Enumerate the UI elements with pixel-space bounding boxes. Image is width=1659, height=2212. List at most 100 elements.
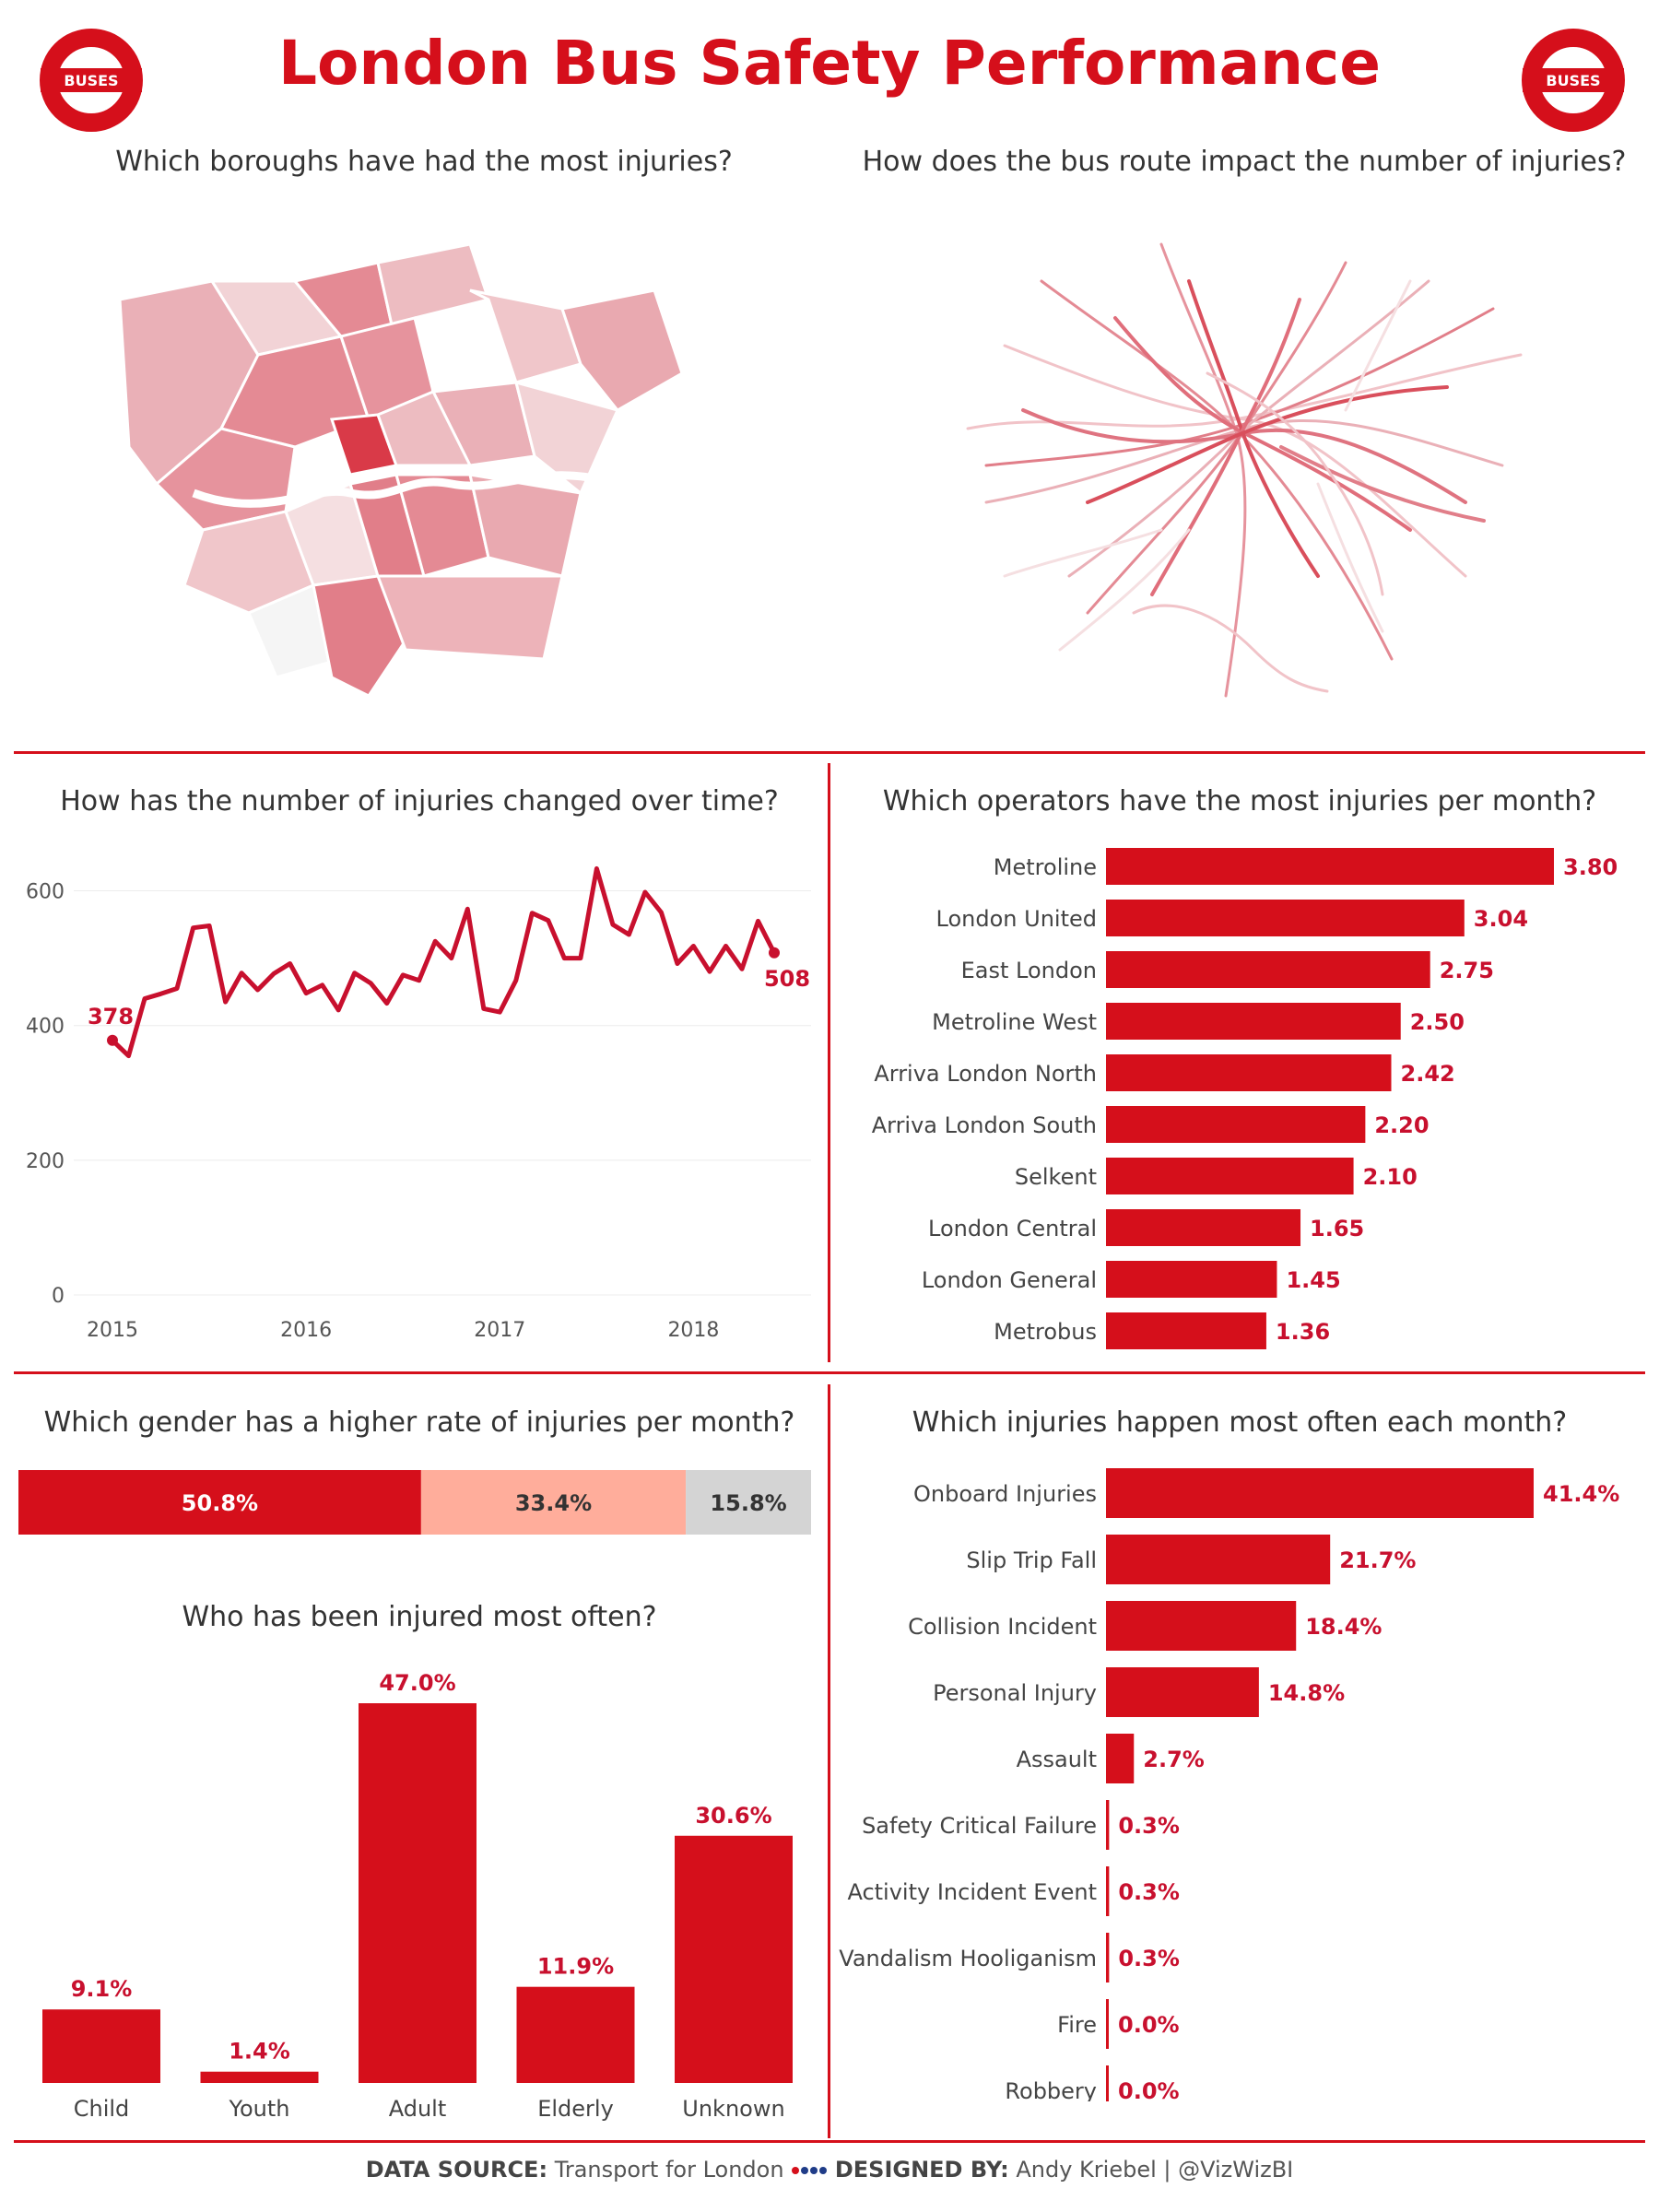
annotation-point[interactable]	[769, 947, 780, 959]
bar[interactable]	[1106, 1106, 1366, 1143]
gender-segment-label: 33.4%	[515, 1490, 592, 1516]
borough-croydon[interactable]	[312, 574, 407, 698]
bar[interactable]	[42, 2009, 160, 2083]
logo-text-right: BUSES	[1546, 72, 1600, 89]
annotation-point[interactable]	[107, 1034, 118, 1046]
bar-value-label: 0.3%	[1118, 1946, 1180, 1971]
x-tick-label: 2017	[474, 1319, 525, 1342]
bar[interactable]	[1106, 848, 1554, 885]
y-tick-label: 400	[26, 1016, 65, 1039]
bar-value-label: 1.4%	[229, 2039, 290, 2065]
bar-value-label: 1.45	[1286, 1267, 1340, 1293]
gender-segment[interactable]	[686, 1470, 811, 1535]
bar[interactable]	[1106, 1800, 1110, 1850]
bar[interactable]	[1106, 1535, 1331, 1584]
source-value[interactable]: Transport for London	[554, 2157, 784, 2183]
borough-havering[interactable]	[560, 288, 684, 412]
category-label: Slip Trip Fall	[966, 1547, 1097, 1573]
category-label: Adult	[389, 2096, 447, 2122]
bar-value-label: 2.10	[1363, 1164, 1418, 1190]
bar[interactable]	[1106, 951, 1430, 988]
bar-value-label: 1.36	[1276, 1319, 1330, 1345]
section-divider-2	[14, 1371, 1645, 1374]
page-title: London Bus Safety Performance	[277, 28, 1382, 99]
injury-types-bar-chart[interactable]: Onboard Injuries 41.4% Slip Trip Fall 21.7%…	[830, 1456, 1659, 2101]
bar[interactable]	[359, 1703, 477, 2083]
injuries-line-chart[interactable]: 0 200 400 600 2015 2016 2017 2018 378 508	[0, 830, 820, 1355]
bar[interactable]	[675, 1835, 793, 2083]
bar[interactable]	[1106, 1601, 1297, 1651]
bar[interactable]	[1106, 2065, 1109, 2101]
bar[interactable]	[1106, 900, 1465, 936]
borough-waltham-forest[interactable]	[469, 288, 582, 384]
category-label: Elderly	[537, 2096, 614, 2122]
borough-map[interactable]	[101, 217, 691, 714]
bar[interactable]	[1106, 1261, 1277, 1298]
gender-question: Which gender has a higher rate of injuri…	[43, 1406, 795, 1439]
bar-value-label: 11.9%	[537, 1954, 614, 1980]
age-bar-chart[interactable]: 9.1% Child 1.4% Youth 47.0% Adult 11.9% Elderly…	[0, 1659, 820, 2138]
category-label: Personal Injury	[933, 1680, 1097, 1706]
category-label: Activity Incident Event	[847, 1879, 1097, 1905]
bar-value-label: 18.4%	[1305, 1614, 1382, 1640]
category-label: Robbery	[1005, 2078, 1097, 2101]
category-label: Metroline West	[932, 1009, 1097, 1035]
age-question: Who has been injured most often?	[182, 1601, 657, 1633]
category-label: London Central	[928, 1216, 1097, 1241]
borough-bromley[interactable]	[375, 574, 564, 661]
bar[interactable]	[1106, 1866, 1110, 1916]
borough-city[interactable]	[376, 390, 473, 467]
annotation-label: 508	[764, 966, 810, 992]
bar-value-label: 9.1%	[71, 1976, 133, 2002]
x-tick-label: 2018	[667, 1319, 719, 1342]
bar-value-label: 41.4%	[1543, 1481, 1619, 1507]
bar[interactable]	[1106, 1667, 1259, 1717]
bar[interactable]	[516, 1986, 635, 2083]
bar-value-label: 0.3%	[1118, 1879, 1180, 1905]
bar-value-label: 2.42	[1401, 1061, 1455, 1087]
separator-dots-icon	[791, 2157, 828, 2183]
bar[interactable]	[1106, 1999, 1109, 2049]
y-tick-label: 600	[26, 881, 65, 904]
series-line[interactable]	[111, 865, 777, 1059]
category-label: London General	[922, 1267, 1097, 1293]
category-label: East London	[961, 958, 1097, 983]
gender-stacked-bar[interactable]: 50.8% 33.4% 15.8%	[18, 1470, 811, 1535]
buses-roundel-icon-left: BUSES	[40, 29, 143, 132]
source-label: DATA SOURCE:	[365, 2157, 548, 2183]
bar-value-label: 3.80	[1563, 854, 1618, 880]
y-tick-label: 0	[52, 1285, 65, 1308]
bar[interactable]	[1106, 1158, 1354, 1194]
designed-label: DESIGNED BY:	[834, 2157, 1009, 2183]
category-label: Assault	[1017, 1747, 1097, 1772]
bar[interactable]	[1106, 1003, 1401, 1040]
bar[interactable]	[1106, 1054, 1392, 1091]
bar[interactable]	[1106, 1734, 1135, 1783]
bar[interactable]	[200, 2071, 319, 2083]
gender-segment[interactable]	[420, 1470, 687, 1535]
borough-greenwich[interactable]	[468, 473, 582, 578]
routes-question: How does the bus route impact the number…	[862, 146, 1627, 178]
bar-value-label: 0.0%	[1118, 2078, 1180, 2101]
bar[interactable]	[1106, 1468, 1534, 1518]
vertical-divider-1	[828, 763, 830, 1362]
injury-question: Which injuries happen most often each mo…	[912, 1406, 1568, 1439]
category-label: Child	[74, 2096, 130, 2122]
bar-value-label: 30.6%	[695, 1803, 771, 1829]
bar-value-label: 21.7%	[1339, 1547, 1416, 1573]
bar-value-label: 14.8%	[1268, 1680, 1345, 1706]
category-label: Unknown	[682, 2096, 784, 2122]
bar[interactable]	[1106, 1312, 1266, 1349]
thames-river	[192, 471, 600, 508]
bar-value-label: 0.3%	[1118, 1813, 1180, 1839]
bar[interactable]	[1106, 1209, 1301, 1246]
gender-segment[interactable]	[18, 1470, 421, 1535]
category-label: Metroline	[994, 854, 1097, 880]
vertical-divider-2	[828, 1384, 830, 2138]
y-tick-label: 200	[26, 1150, 65, 1173]
designed-value[interactable]: Andy Kriebel | @VizWizBI	[1016, 2157, 1294, 2183]
route-map[interactable]	[949, 226, 1539, 714]
bar-value-label: 2.75	[1440, 958, 1494, 983]
operators-bar-chart[interactable]: Metroline 3.80 London United 3.04 East Londo…	[830, 830, 1659, 1364]
bar[interactable]	[1106, 1933, 1110, 1983]
